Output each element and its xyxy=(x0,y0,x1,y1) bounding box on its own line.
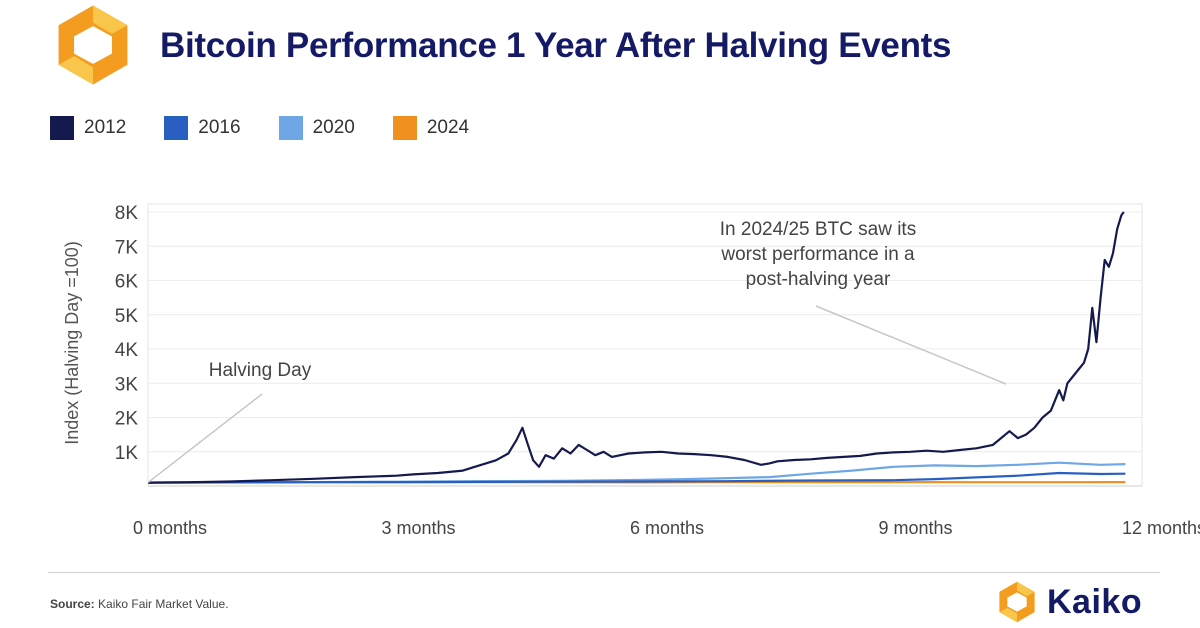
y-tick-label: 8K xyxy=(115,203,139,224)
annotation-worst-performance-line: post-halving year xyxy=(746,269,891,290)
annotation-leader-line xyxy=(815,305,1007,385)
source-note: Source: Kaiko Fair Market Value. xyxy=(50,597,229,611)
legend-item-2020: 2020 xyxy=(278,116,355,140)
page-title: Bitcoin Performance 1 Year After Halving… xyxy=(160,26,952,65)
brand: Kaiko xyxy=(995,580,1142,624)
series-line-2016 xyxy=(147,471,1126,484)
brand-name: Kaiko xyxy=(1047,582,1143,621)
y-tick-label: 6K xyxy=(115,272,139,293)
kaiko-logo-icon xyxy=(999,581,1035,623)
legend-swatch xyxy=(392,116,417,140)
x-tick-label: 0 months xyxy=(133,518,207,538)
annotation-worst-performance-line: worst performance in a xyxy=(720,244,915,265)
legend-label: 2020 xyxy=(312,117,355,138)
series-line-2012 xyxy=(147,211,1125,484)
y-tick-label: 2K xyxy=(115,409,139,430)
y-tick-label: 1K xyxy=(115,443,139,464)
y-axis-title: Index (Halving Day =100) xyxy=(62,241,82,445)
legend-item-2012: 2012 xyxy=(50,116,126,140)
legend-item-2016: 2016 xyxy=(164,116,241,140)
source-text: Kaiko Fair Market Value. xyxy=(98,597,229,611)
legend-swatch xyxy=(50,116,74,140)
annotation-worst-performance-line: In 2024/25 BTC saw its xyxy=(720,219,916,240)
legend-swatch xyxy=(278,116,303,140)
x-tick-label: 6 months xyxy=(630,518,704,538)
kaiko-logo-icon xyxy=(58,5,128,85)
legend-swatch xyxy=(164,116,189,140)
y-tick-label: 7K xyxy=(115,237,139,258)
x-tick-label: 12 months xyxy=(1122,518,1200,538)
footer-divider xyxy=(48,572,1160,573)
legend-label: 2016 xyxy=(198,117,241,138)
y-tick-label: 4K xyxy=(115,340,139,361)
annotation-halving-day: Halving Day xyxy=(209,360,312,381)
x-tick-label: 9 months xyxy=(878,518,952,538)
legend-label: 2024 xyxy=(426,117,470,138)
y-tick-label: 3K xyxy=(115,374,139,395)
chart-legend: 2012 2016 2020 2024 xyxy=(50,116,469,140)
legend-label: 2012 xyxy=(84,117,127,138)
y-tick-label: 5K xyxy=(115,306,139,327)
source-label: Source: xyxy=(50,597,95,611)
legend-item-2024: 2024 xyxy=(392,116,470,140)
x-tick-label: 3 months xyxy=(381,518,455,538)
annotation-leader-line xyxy=(147,393,263,484)
